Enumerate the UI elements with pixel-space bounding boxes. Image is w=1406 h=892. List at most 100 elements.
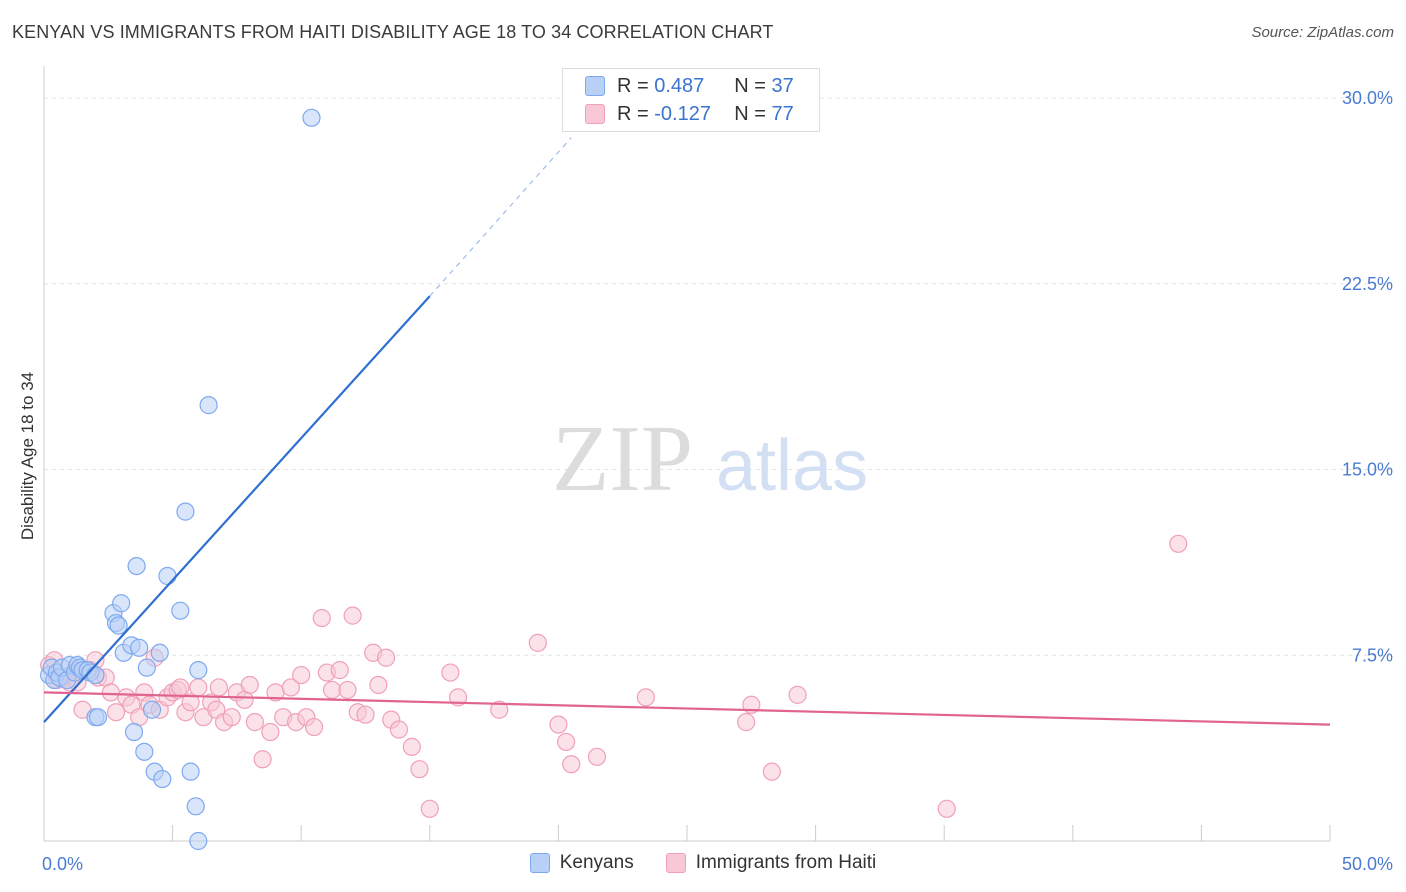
legend-r-value-haiti: -0.127	[654, 102, 711, 125]
series-kenyans-points	[40, 108, 321, 851]
kenyans-point	[171, 601, 190, 620]
legend-swatch-haiti	[585, 104, 605, 124]
kenyans-point	[86, 665, 105, 685]
haiti-point	[292, 665, 311, 685]
kenyans-point	[302, 108, 321, 127]
kenyans-trend-line	[43, 295, 431, 723]
haiti-point	[330, 661, 349, 680]
haiti-point	[587, 747, 607, 766]
trend-lines	[43, 137, 1331, 726]
x-tick-label: 0.0%	[42, 854, 83, 874]
legend-n-label: N =	[734, 74, 766, 97]
legend-row-kenyans: R = 0.487 N = 37	[585, 75, 794, 97]
source-credit: Source: ZipAtlas.com	[1251, 24, 1394, 41]
haiti-point	[322, 680, 342, 700]
haiti-point	[410, 760, 429, 779]
haiti-point	[420, 799, 439, 818]
haiti-point	[528, 633, 547, 652]
kenyans-point	[109, 616, 128, 635]
haiti-point	[209, 678, 228, 697]
haiti-point	[181, 693, 200, 712]
haiti-point	[312, 608, 331, 628]
haiti-point	[562, 755, 581, 774]
y-tick-label: 15.0%	[1342, 460, 1393, 480]
kenyans-trend-extension	[429, 137, 572, 297]
haiti-point	[490, 700, 509, 719]
haiti-point	[189, 678, 208, 697]
kenyans-point	[150, 643, 169, 662]
watermark: ZIP atlas	[552, 407, 868, 511]
legend-label-haiti: Immigrants from Haiti	[695, 852, 877, 873]
haiti-point	[261, 722, 280, 742]
y-tick-label: 7.5%	[1352, 645, 1393, 665]
kenyans-point	[158, 566, 177, 586]
correlation-legend: R = 0.487 N = 37 R = -0.127 N = 77	[562, 68, 820, 132]
legend-n-value-haiti: 77	[771, 102, 794, 125]
haiti-point	[304, 717, 324, 737]
haiti-point	[245, 713, 265, 732]
axes	[43, 66, 1331, 842]
haiti-point	[101, 683, 120, 702]
legend-swatch-kenyans	[585, 76, 605, 96]
haiti-point	[240, 675, 259, 695]
haiti-trend-line	[43, 691, 1331, 726]
haiti-point	[788, 685, 807, 704]
kenyans-point	[88, 708, 108, 727]
haiti-point	[762, 762, 781, 781]
haiti-point	[338, 680, 357, 700]
haiti-point	[1169, 534, 1188, 553]
series-legend: Kenyans Immigrants from Haiti	[0, 852, 1406, 874]
haiti-point	[106, 703, 126, 722]
y-tick-label: 22.5%	[1342, 274, 1393, 294]
haiti-point	[402, 737, 421, 756]
haiti-point	[356, 705, 375, 724]
haiti-point	[737, 713, 756, 732]
kenyans-point	[153, 769, 172, 789]
haiti-point	[557, 732, 576, 752]
haiti-point	[343, 606, 362, 625]
haiti-point	[937, 799, 956, 818]
watermark-zip: ZIP	[552, 407, 693, 511]
legend-row-haiti: R = -0.127 N = 77	[585, 103, 794, 125]
grid-lines	[44, 97, 1392, 656]
kenyans-point	[189, 831, 208, 851]
haiti-point	[549, 715, 568, 734]
kenyans-point	[142, 700, 162, 719]
haiti-point	[389, 720, 409, 739]
y-tick-label: 30.0%	[1342, 88, 1393, 108]
legend-r-label: R =	[617, 74, 649, 97]
haiti-point	[281, 678, 301, 697]
legend-r-value-kenyans: 0.487	[654, 74, 705, 97]
legend-n-label: N =	[734, 102, 766, 125]
kenyans-point	[124, 722, 144, 742]
haiti-point	[222, 708, 241, 727]
kenyans-point	[130, 638, 149, 657]
haiti-point	[253, 750, 272, 769]
watermark-atlas: atlas	[716, 426, 868, 506]
tick-labels: 7.5% 15.0% 22.5% 30.0% 0.0% 50.0%	[42, 88, 1393, 874]
kenyans-point	[181, 762, 200, 781]
legend-item-haiti[interactable]: Immigrants from Haiti	[665, 852, 877, 874]
kenyans-point	[112, 594, 131, 613]
legend-item-kenyans[interactable]: Kenyans	[529, 852, 634, 874]
kenyans-point	[189, 661, 208, 680]
haiti-point	[636, 688, 655, 707]
series-haiti-points	[40, 534, 1188, 818]
kenyans-point	[186, 797, 205, 816]
legend-r-label: R =	[617, 102, 649, 125]
kenyans-point	[127, 556, 146, 576]
legend-swatch-kenyans	[529, 853, 550, 873]
haiti-point	[376, 648, 396, 667]
kenyans-point	[135, 742, 154, 761]
legend-label-kenyans: Kenyans	[559, 852, 634, 873]
haiti-point	[441, 663, 460, 682]
haiti-point	[171, 678, 190, 697]
legend-n-value-kenyans: 37	[771, 74, 794, 97]
chart-title: KENYAN VS IMMIGRANTS FROM HAITI DISABILI…	[12, 22, 774, 42]
kenyans-point	[137, 658, 156, 677]
legend-swatch-haiti	[665, 853, 686, 873]
kenyans-point	[199, 396, 218, 415]
kenyans-point	[176, 502, 195, 521]
x-tick-label: 50.0%	[1342, 854, 1393, 874]
